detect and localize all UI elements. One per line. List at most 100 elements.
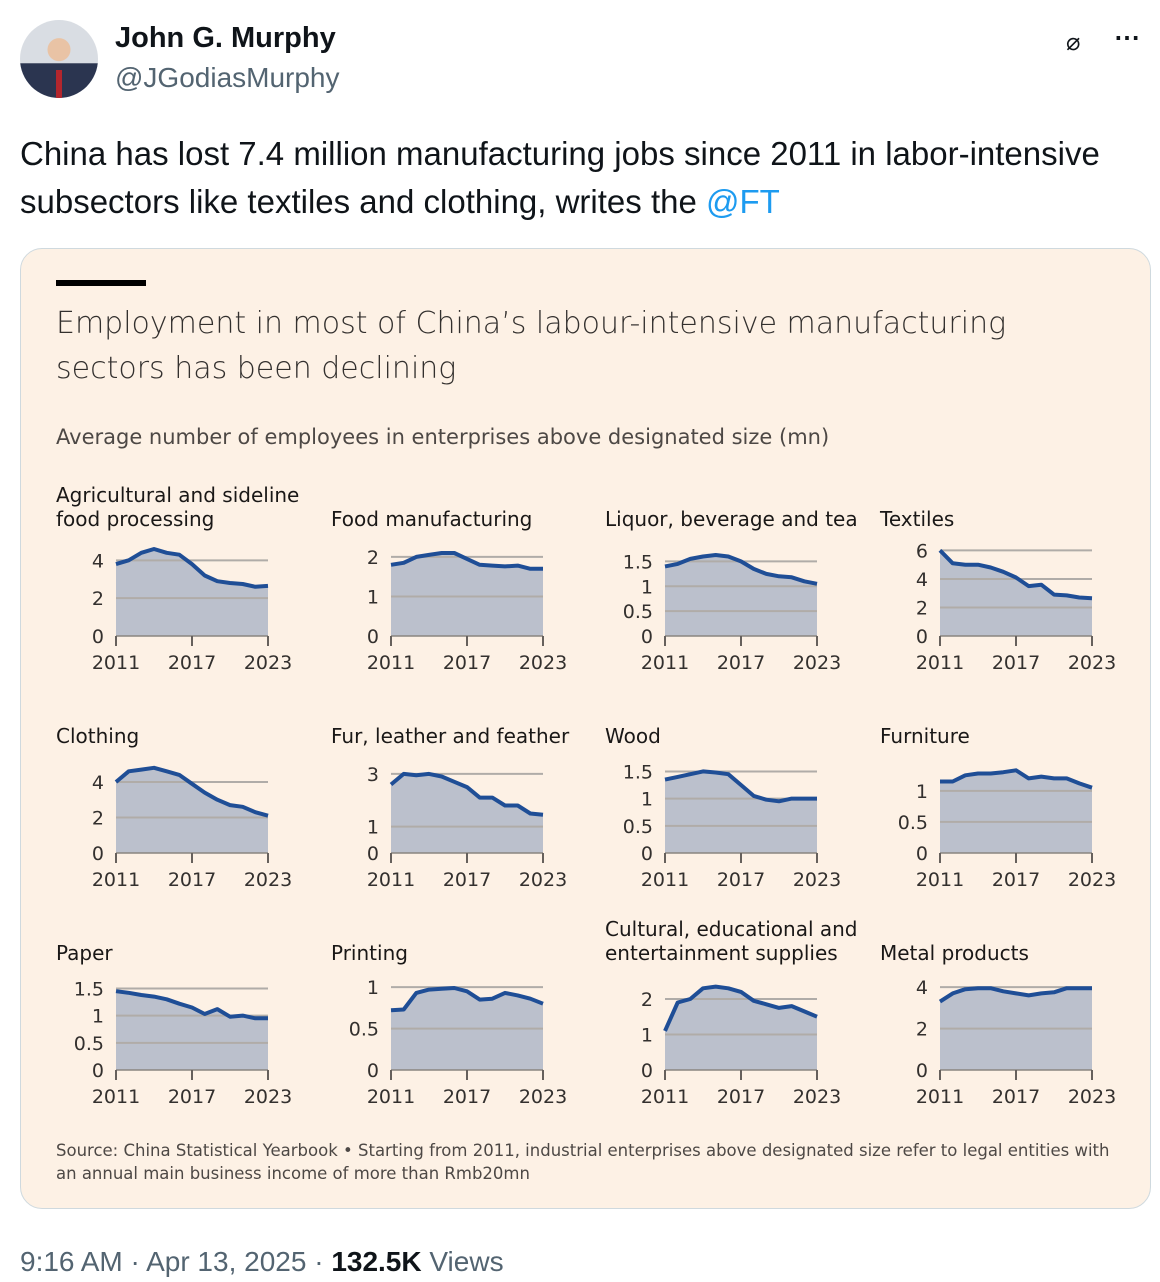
x-tick-label: 2023	[244, 652, 292, 674]
chart-panel: Textiles 0 2 4 6 2011 2017 2023	[880, 481, 1150, 681]
chart-panel: Food manufacturing 0 1 2 2011 2017 2023	[331, 481, 601, 681]
x-tick-label: 2023	[1068, 1086, 1116, 1108]
panel-title: Paper	[56, 941, 113, 965]
x-tick-label: 2023	[1068, 869, 1116, 891]
tweet-time[interactable]: 9:16 AM	[20, 1246, 123, 1277]
area-fill	[116, 549, 268, 636]
panel-plot: 0 1 2 2011 2017 2023	[367, 547, 567, 674]
y-tick-label: 0	[367, 1060, 379, 1082]
y-tick-label: 1	[367, 977, 379, 999]
series-line	[115, 547, 269, 589]
series-line	[115, 989, 268, 1021]
area-fill	[391, 553, 543, 636]
y-tick-label: 2	[916, 1019, 928, 1041]
x-tick-label: 2023	[244, 1086, 292, 1108]
panel-plot: 0 2 4 2011 2017 2023	[92, 765, 292, 891]
more-options-icon[interactable]: ⋯	[1114, 22, 1141, 52]
x-tick-label: 2017	[717, 1086, 765, 1108]
panel-plot: 0 0.5 1 1.5 2011 2017 2023	[74, 978, 292, 1108]
x-tick-label: 2011	[92, 1086, 140, 1108]
grok-icon[interactable]: ⌀	[1066, 29, 1081, 56]
panel-title: Food manufacturing	[331, 507, 533, 531]
x-tick-label: 2017	[443, 652, 491, 674]
series-line	[389, 771, 544, 817]
y-tick-label: 0	[92, 843, 104, 865]
y-tick-label: 0.5	[898, 812, 928, 834]
separator: ·	[122, 1246, 147, 1277]
chart-title: Employment in most of China’s labour-int…	[56, 306, 1007, 386]
area-fill	[665, 771, 817, 853]
x-tick-label: 2023	[793, 1086, 841, 1108]
x-tick-label: 2011	[92, 869, 140, 891]
chart-panel: Liquor, beverage and tea 0 0.5 1 1.5 2011 2017…	[605, 481, 875, 681]
panel-title: Agricultural and sideline food processin…	[56, 483, 300, 531]
y-tick-label: 2	[641, 989, 653, 1011]
ft-title-bar	[56, 280, 146, 286]
y-tick-label: 0.5	[349, 1019, 379, 1041]
x-tick-label: 2023	[793, 869, 841, 891]
author-name[interactable]: John G. Murphy	[115, 22, 336, 54]
panel-title: Fur, leather and feather	[331, 724, 570, 748]
panel-plot: 0 0.5 1 2011 2017 2023	[349, 977, 567, 1108]
panel-plot: 0 0.5 1 2011 2017 2023	[898, 768, 1116, 891]
panel-plot: 0 2 4 6 2011 2017 2023	[916, 541, 1116, 674]
panel-title: Liquor, beverage and tea	[605, 507, 858, 531]
tweet-meta: 9:16 AM · Apr 13, 2025 · 132.5K Views	[20, 1246, 504, 1278]
series-line	[938, 548, 1093, 601]
x-tick-label: 2011	[916, 869, 964, 891]
panel-plot: 0 1 3 2011 2017 2023	[367, 764, 567, 891]
y-tick-label: 3	[367, 764, 379, 786]
chart-panel: Metal products 0 2 4 2011 2017 2023	[880, 915, 1150, 1115]
y-tick-label: 2	[92, 588, 104, 610]
x-tick-label: 2011	[641, 652, 689, 674]
chart-image[interactable]: Employment in most of China’s labour-int…	[20, 248, 1151, 1209]
y-tick-label: 0	[367, 843, 379, 865]
tweet-text: China has lost 7.4 million manufacturing…	[20, 130, 1130, 226]
panel-title: Furniture	[880, 724, 970, 748]
chart-panel: Fur, leather and feather 0 1 3 2011 2017 2023	[331, 698, 601, 898]
chart-panel: Agricultural and sideline food processin…	[56, 481, 326, 681]
x-tick-label: 2011	[916, 1086, 964, 1108]
area-fill	[116, 991, 268, 1070]
tweet-date[interactable]: Apr 13, 2025	[146, 1246, 307, 1277]
chart-panel: Wood 0 0.5 1 1.5 2011 2017 2023	[605, 698, 875, 898]
series-line	[664, 553, 818, 586]
chart-panel: Paper 0 0.5 1 1.5 2011 2017 2023	[56, 915, 326, 1115]
x-tick-label: 2017	[992, 869, 1040, 891]
avatar[interactable]	[20, 20, 98, 98]
x-tick-label: 2011	[367, 1086, 415, 1108]
x-tick-label: 2017	[168, 869, 216, 891]
y-tick-label: 1.5	[74, 978, 104, 1000]
y-tick-label: 1	[367, 817, 379, 839]
series-line	[664, 769, 817, 804]
y-tick-label: 2	[92, 807, 104, 829]
area-fill	[940, 770, 1092, 853]
y-tick-label: 2	[916, 597, 928, 619]
series-line	[940, 768, 1093, 790]
author-handle[interactable]: @JGodiasMurphy	[115, 62, 340, 93]
y-tick-label: 2	[367, 547, 379, 569]
mention-link[interactable]: @FT	[706, 183, 780, 220]
x-tick-label: 2011	[916, 652, 964, 674]
panel-title: Cultural, educational and entertainment …	[605, 917, 858, 965]
x-tick-label: 2017	[717, 652, 765, 674]
x-tick-label: 2023	[1068, 652, 1116, 674]
panel-plot: 0 2 4 2011 2017 2023	[92, 547, 292, 674]
y-tick-label: 1	[641, 576, 653, 598]
x-tick-label: 2011	[367, 652, 415, 674]
y-tick-label: 4	[916, 977, 928, 999]
area-fill	[391, 773, 543, 853]
tweet-text-body: China has lost 7.4 million manufacturing…	[20, 135, 1100, 220]
y-tick-label: 1.5	[623, 761, 653, 783]
chart-source: Source: China Statistical Yearbook • Sta…	[56, 1141, 1110, 1183]
area-fill	[116, 767, 268, 853]
chart-panel: Furniture 0 0.5 1 2011 2017 2023	[880, 698, 1150, 898]
series-line	[114, 765, 269, 818]
y-tick-label: 0	[92, 1060, 104, 1082]
chart-subtitle: Average number of employees in enterpris…	[56, 425, 830, 449]
y-tick-label: 0.5	[623, 816, 653, 838]
panel-plot: 0 1 2 2011 2017 2023	[641, 984, 841, 1108]
x-tick-label: 2023	[519, 1086, 567, 1108]
x-tick-label: 2017	[443, 1086, 491, 1108]
panel-title: Metal products	[880, 941, 1029, 965]
